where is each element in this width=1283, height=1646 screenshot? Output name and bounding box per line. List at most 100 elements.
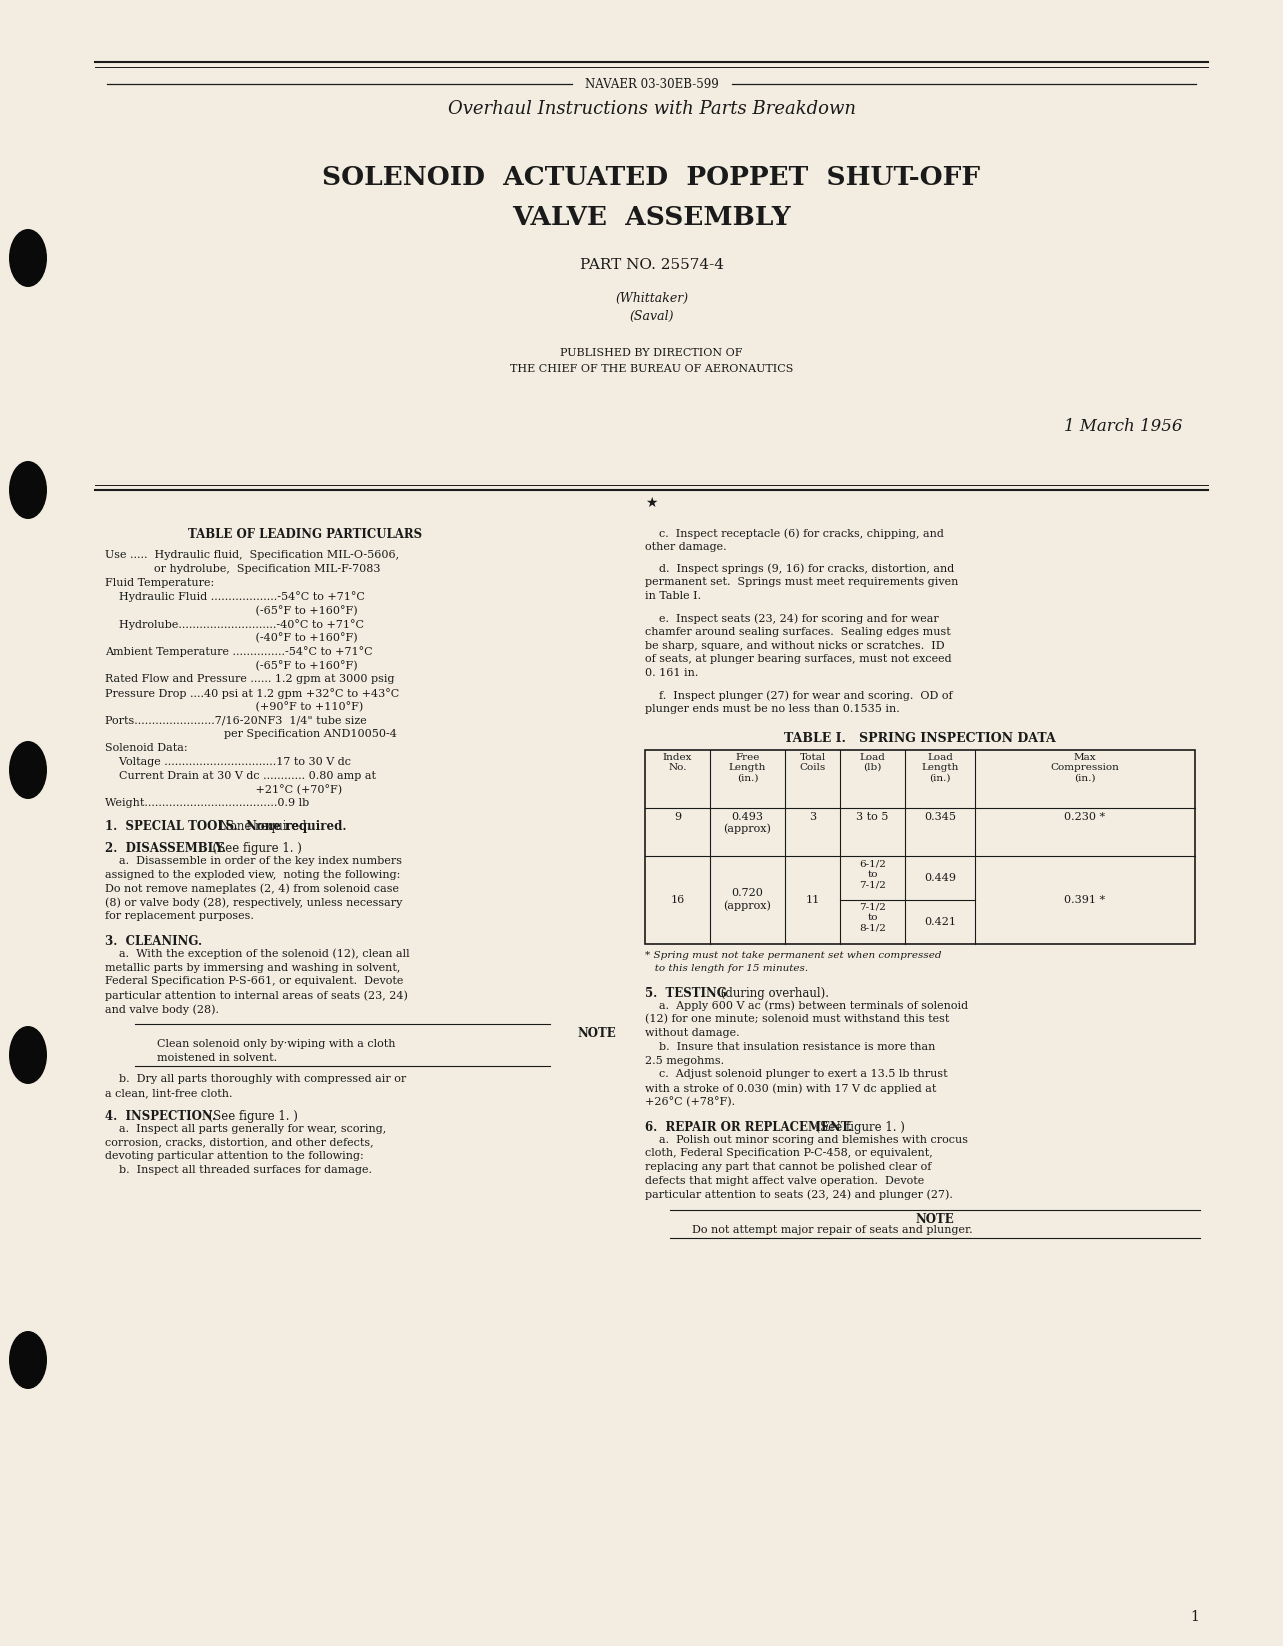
Text: TABLE OF LEADING PARTICULARS: TABLE OF LEADING PARTICULARS xyxy=(187,528,422,542)
Text: Use .....  Hydraulic fluid,  Specification MIL-O-5606,: Use ..... Hydraulic fluid, Specification… xyxy=(105,550,399,560)
Text: 1.  SPECIAL TOOLS.  None required.: 1. SPECIAL TOOLS. None required. xyxy=(105,820,346,833)
Text: Federal Specification P-S-661, or equivalent.  Devote: Federal Specification P-S-661, or equiva… xyxy=(105,976,403,986)
Bar xyxy=(645,749,1194,943)
Text: Index
No.: Index No. xyxy=(663,752,693,772)
Text: 5.  TESTING: 5. TESTING xyxy=(645,986,726,999)
Text: Solenoid Data:: Solenoid Data: xyxy=(105,744,187,754)
Text: Hydrolube............................-40°C to +71°C: Hydrolube............................-40… xyxy=(105,619,364,630)
Ellipse shape xyxy=(9,1332,47,1389)
Text: (See figure 1. ): (See figure 1. ) xyxy=(808,1121,905,1134)
Text: Ports.......................7/16-20NF3  1/4" tube size: Ports.......................7/16-20NF3 1… xyxy=(105,716,367,726)
Text: Clean solenoid only by·wiping with a cloth: Clean solenoid only by·wiping with a clo… xyxy=(142,1039,395,1049)
Text: SOLENOID  ACTUATED  POPPET  SHUT-OFF: SOLENOID ACTUATED POPPET SHUT-OFF xyxy=(322,165,980,189)
Text: in Table I.: in Table I. xyxy=(645,591,701,601)
Text: a.  With the exception of the solenoid (12), clean all: a. With the exception of the solenoid (1… xyxy=(105,948,409,960)
Text: Load
(lb): Load (lb) xyxy=(860,752,885,772)
Text: NOTE: NOTE xyxy=(916,1213,955,1226)
Text: plunger ends must be no less than 0.1535 in.: plunger ends must be no less than 0.1535… xyxy=(645,704,899,714)
Text: for replacement purposes.: for replacement purposes. xyxy=(105,912,254,922)
Text: Load
Length
(in.): Load Length (in.) xyxy=(921,752,958,782)
Text: (-65°F to +160°F): (-65°F to +160°F) xyxy=(105,660,358,672)
Text: 1 March 1956: 1 March 1956 xyxy=(1065,418,1183,435)
Text: of seats, at plunger bearing surfaces, must not exceed: of seats, at plunger bearing surfaces, m… xyxy=(645,655,952,665)
Ellipse shape xyxy=(9,1025,47,1085)
Text: Free
Length
(in.): Free Length (in.) xyxy=(729,752,766,782)
Text: (Whittaker): (Whittaker) xyxy=(615,291,688,305)
Text: 9: 9 xyxy=(674,811,681,821)
Text: c.  Inspect receptacle (6) for cracks, chipping, and: c. Inspect receptacle (6) for cracks, ch… xyxy=(645,528,944,538)
Text: 4.  INSPECTION.: 4. INSPECTION. xyxy=(105,1109,216,1123)
Text: (during overhaul).: (during overhaul). xyxy=(717,986,829,999)
Text: a.  Disassemble in order of the key index numbers: a. Disassemble in order of the key index… xyxy=(105,856,402,866)
Text: (12) for one minute; solenoid must withstand this test: (12) for one minute; solenoid must withs… xyxy=(645,1014,949,1024)
Text: 0.345: 0.345 xyxy=(924,811,956,821)
Text: PART NO. 25574-4: PART NO. 25574-4 xyxy=(580,258,724,272)
Text: 3 to 5: 3 to 5 xyxy=(856,811,889,821)
Text: Rated Flow and Pressure ...... 1.2 gpm at 3000 psig: Rated Flow and Pressure ...... 1.2 gpm a… xyxy=(105,675,394,685)
Ellipse shape xyxy=(9,741,47,798)
Text: None required.: None required. xyxy=(212,820,310,833)
Text: b.  Insure that insulation resistance is more than: b. Insure that insulation resistance is … xyxy=(645,1042,935,1052)
Text: (-40°F to +160°F): (-40°F to +160°F) xyxy=(105,632,358,644)
Text: 7-1/2
to
8-1/2: 7-1/2 to 8-1/2 xyxy=(860,902,887,932)
Text: THE CHIEF OF THE BUREAU OF AERONAUTICS: THE CHIEF OF THE BUREAU OF AERONAUTICS xyxy=(509,364,793,374)
Text: b.  Dry all parts thoroughly with compressed air or: b. Dry all parts thoroughly with compres… xyxy=(105,1075,407,1085)
Ellipse shape xyxy=(9,461,47,518)
Text: Total
Coils: Total Coils xyxy=(799,752,826,772)
Text: 0.230 *: 0.230 * xyxy=(1065,811,1106,821)
Text: particular attention to internal areas of seats (23, 24): particular attention to internal areas o… xyxy=(105,991,408,1001)
Text: 16: 16 xyxy=(671,894,685,905)
Text: assigned to the exploded view,  noting the following:: assigned to the exploded view, noting th… xyxy=(105,869,400,881)
Text: to this length for 15 minutes.: to this length for 15 minutes. xyxy=(645,963,808,973)
Text: 6.  REPAIR OR REPLACEMENT.: 6. REPAIR OR REPLACEMENT. xyxy=(645,1121,852,1134)
Text: Pressure Drop ....40 psi at 1.2 gpm +32°C to +43°C: Pressure Drop ....40 psi at 1.2 gpm +32°… xyxy=(105,688,399,700)
Text: 0.449: 0.449 xyxy=(924,872,956,882)
Text: VALVE  ASSEMBLY: VALVE ASSEMBLY xyxy=(512,206,790,230)
Text: Weight......................................0.9 lb: Weight..................................… xyxy=(105,798,309,808)
Text: (See figure 1. ): (See figure 1. ) xyxy=(201,1109,298,1123)
Text: NOTE: NOTE xyxy=(577,1027,616,1040)
Text: permanent set.  Springs must meet requirements given: permanent set. Springs must meet require… xyxy=(645,578,958,588)
Text: or hydrolube,  Specification MIL-F-7083: or hydrolube, Specification MIL-F-7083 xyxy=(105,565,381,574)
Text: 3.  CLEANING.: 3. CLEANING. xyxy=(105,935,203,948)
Text: cloth, Federal Specification P-C-458, or equivalent,: cloth, Federal Specification P-C-458, or… xyxy=(645,1149,933,1159)
Text: f.  Inspect plunger (27) for wear and scoring.  OD of: f. Inspect plunger (27) for wear and sco… xyxy=(645,690,952,701)
Text: replacing any part that cannot be polished clear of: replacing any part that cannot be polish… xyxy=(645,1162,931,1172)
Text: defects that might affect valve operation.  Devote: defects that might affect valve operatio… xyxy=(645,1175,924,1187)
Text: 0.493
(approx): 0.493 (approx) xyxy=(724,811,771,835)
Text: 0.421: 0.421 xyxy=(924,917,956,927)
Text: (8) or valve body (28), respectively, unless necessary: (8) or valve body (28), respectively, un… xyxy=(105,897,403,909)
Text: * Spring must not take permanent set when compressed: * Spring must not take permanent set whe… xyxy=(645,951,942,960)
Text: Overhaul Instructions with Parts Breakdown: Overhaul Instructions with Parts Breakdo… xyxy=(448,100,856,119)
Text: 0.720
(approx): 0.720 (approx) xyxy=(724,889,771,910)
Text: a.  Polish out minor scoring and blemishes with crocus: a. Polish out minor scoring and blemishe… xyxy=(645,1134,967,1144)
Text: particular attention to seats (23, 24) and plunger (27).: particular attention to seats (23, 24) a… xyxy=(645,1190,953,1200)
Text: d.  Inspect springs (9, 16) for cracks, distortion, and: d. Inspect springs (9, 16) for cracks, d… xyxy=(645,563,955,574)
Text: 0.391 *: 0.391 * xyxy=(1065,894,1106,905)
Ellipse shape xyxy=(9,229,47,286)
Text: (+90°F to +110°F): (+90°F to +110°F) xyxy=(105,701,363,713)
Text: a clean, lint-free cloth.: a clean, lint-free cloth. xyxy=(105,1088,232,1098)
Text: a.  Apply 600 V ac (rms) between terminals of solenoid: a. Apply 600 V ac (rms) between terminal… xyxy=(645,1001,969,1011)
Text: (See figure 1. ): (See figure 1. ) xyxy=(205,843,302,856)
Text: devoting particular attention to the following:: devoting particular attention to the fol… xyxy=(105,1152,364,1162)
Text: without damage.: without damage. xyxy=(645,1029,739,1039)
Text: TABLE I.   SPRING INSPECTION DATA: TABLE I. SPRING INSPECTION DATA xyxy=(784,731,1056,744)
Text: NAVAER 03-30EB-599: NAVAER 03-30EB-599 xyxy=(585,77,718,91)
Text: 2.5 megohms.: 2.5 megohms. xyxy=(645,1055,724,1065)
Text: Hydraulic Fluid ...................-54°C to +71°C: Hydraulic Fluid ...................-54°C… xyxy=(105,591,364,602)
Text: 2.  DISASSEMBLY.: 2. DISASSEMBLY. xyxy=(105,843,226,856)
Text: b.  Inspect all threaded surfaces for damage.: b. Inspect all threaded surfaces for dam… xyxy=(105,1165,372,1175)
Text: PUBLISHED BY DIRECTION OF: PUBLISHED BY DIRECTION OF xyxy=(561,347,743,357)
Text: Max
Compression
(in.): Max Compression (in.) xyxy=(1051,752,1120,782)
Text: other damage.: other damage. xyxy=(645,542,726,551)
Text: metallic parts by immersing and washing in solvent,: metallic parts by immersing and washing … xyxy=(105,963,400,973)
Text: Do not remove nameplates (2, 4) from solenoid case: Do not remove nameplates (2, 4) from sol… xyxy=(105,884,399,894)
Text: e.  Inspect seats (23, 24) for scoring and for wear: e. Inspect seats (23, 24) for scoring an… xyxy=(645,612,939,624)
Text: 6-1/2
to
7-1/2: 6-1/2 to 7-1/2 xyxy=(860,859,887,889)
Text: Fluid Temperature:: Fluid Temperature: xyxy=(105,578,214,588)
Text: +21°C (+70°F): +21°C (+70°F) xyxy=(105,785,343,795)
Text: with a stroke of 0.030 (min) with 17 V dc applied at: with a stroke of 0.030 (min) with 17 V d… xyxy=(645,1083,937,1093)
Text: (-65°F to +160°F): (-65°F to +160°F) xyxy=(105,606,358,616)
Text: Ambient Temperature ...............-54°C to +71°C: Ambient Temperature ...............-54°C… xyxy=(105,647,372,657)
